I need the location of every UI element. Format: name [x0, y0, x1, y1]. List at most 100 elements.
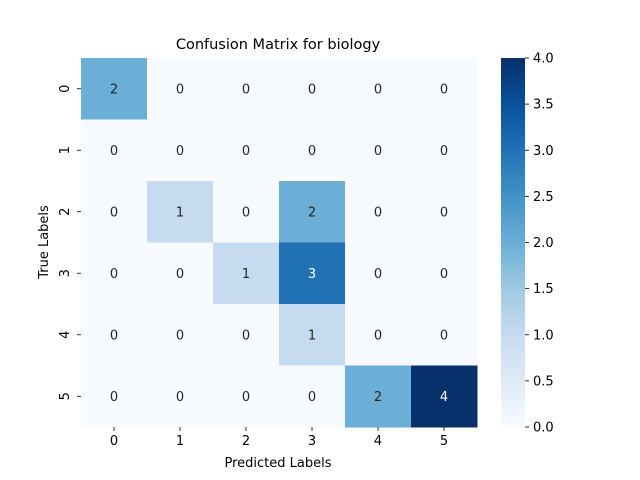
heatmap-cells [81, 58, 478, 428]
x-tick-label: 3 [308, 434, 316, 449]
colorbar-tick-label: 4.0 [533, 52, 554, 67]
cell-value-r3-c0: 0 [110, 267, 118, 282]
cell-value-r2-c4: 0 [374, 205, 382, 220]
cell-value-r4-c0: 0 [110, 328, 118, 343]
heatmap-cell-r0-c4 [345, 58, 412, 120]
x-tick-label: 4 [374, 434, 382, 449]
colorbar-ticks: 0.0 0.5 1.0 1.5 2.0 2.5 3.0 3.5 4.0 [525, 52, 554, 436]
cell-value-r4-c1: 0 [176, 328, 184, 343]
x-tick-label: 5 [440, 434, 448, 449]
colorbar [501, 58, 525, 427]
cell-value-r0-c3: 0 [308, 82, 316, 97]
colorbar-tick-label: 0.5 [533, 374, 554, 389]
heatmap-cell-r2-c3 [279, 181, 346, 243]
heatmap-cell-r4-c4 [345, 304, 412, 366]
cell-value-r2-c2: 0 [242, 205, 250, 220]
cell-value-r1-c5: 0 [440, 144, 448, 159]
colorbar-tick-label: 3.0 [533, 144, 554, 159]
cell-value-r3-c3: 3 [308, 267, 316, 282]
heatmap-cell-r4-c1 [147, 304, 214, 366]
heatmap-cell-r1-c3 [279, 119, 346, 182]
cell-value-r3-c5: 0 [440, 267, 448, 282]
heatmap-cell-r4-c5 [411, 304, 478, 366]
cell-value-r1-c2: 0 [242, 144, 250, 159]
x-axis-label: Predicted Labels [224, 456, 331, 471]
heatmap-cell-r1-c0 [81, 119, 148, 182]
x-axis-ticks: 0 1 2 3 4 5 [110, 427, 448, 449]
cell-value-r5-c0: 0 [110, 390, 118, 405]
heatmap-cell-r1-c2 [213, 119, 280, 182]
heatmap-cell-r5-c0 [81, 365, 148, 428]
colorbar-tick-label: 2.0 [533, 236, 554, 251]
heatmap-cell-r3-c5 [411, 242, 478, 305]
cell-value-r4-c4: 0 [374, 328, 382, 343]
cell-value-r1-c1: 0 [176, 144, 184, 159]
cell-value-r5-c2: 0 [242, 390, 250, 405]
heatmap-cell-r5-c5 [411, 365, 478, 428]
heatmap-cell-r0-c2 [213, 58, 280, 120]
heatmap-cell-r4-c2 [213, 304, 280, 366]
y-axis-label: True Labels [37, 205, 52, 280]
heatmap-cell-r0-c1 [147, 58, 214, 120]
heatmap-cell-r2-c1 [147, 181, 214, 243]
colorbar-tick-label: 3.5 [533, 98, 554, 113]
heatmap-cell-r0-c3 [279, 58, 346, 120]
colorbar-tick-label: 1.5 [533, 282, 554, 297]
colorbar-tick-label: 0.0 [533, 421, 554, 436]
heatmap-cell-r1-c1 [147, 119, 214, 182]
colorbar-tick-label: 1.0 [533, 328, 554, 343]
y-tick-label: 2 [58, 208, 73, 216]
heatmap-cell-r4-c3 [279, 304, 346, 366]
chart-title: Confusion Matrix for biology [176, 37, 381, 53]
x-tick-label: 2 [242, 434, 250, 449]
cell-value-r2-c5: 0 [440, 205, 448, 220]
heatmap-cell-r5-c4 [345, 365, 412, 428]
cell-value-r2-c0: 0 [110, 205, 118, 220]
cell-value-r0-c5: 0 [440, 82, 448, 97]
cell-value-r1-c4: 0 [374, 144, 382, 159]
cell-value-r0-c1: 0 [176, 82, 184, 97]
heatmap-cell-r3-c4 [345, 242, 412, 305]
heatmap-cell-r0-c0 [81, 58, 148, 120]
cell-value-r3-c2: 1 [242, 267, 250, 282]
cell-value-r0-c2: 0 [242, 82, 250, 97]
cell-value-r2-c3: 2 [308, 205, 316, 220]
cell-value-r2-c1: 1 [176, 205, 184, 220]
heatmap-cell-r5-c1 [147, 365, 214, 428]
cell-value-r0-c0: 2 [110, 82, 118, 97]
colorbar-tick-label: 2.5 [533, 190, 554, 205]
cell-value-r3-c1: 0 [176, 267, 184, 282]
cell-value-r5-c4: 2 [374, 390, 382, 405]
heatmap-cell-r2-c5 [411, 181, 478, 243]
x-tick-label: 1 [176, 434, 184, 449]
y-tick-label: 4 [58, 331, 73, 339]
heatmap-annotations: 2 0 0 0 0 0 0 0 0 0 0 0 0 1 0 2 0 0 0 0 1 3 0 0 0 0 0 1 0 0 0 0 0 0 2 4 [110, 82, 448, 405]
cell-value-r4-c5: 0 [440, 328, 448, 343]
cell-value-r4-c3: 1 [308, 328, 316, 343]
cell-value-r1-c3: 0 [308, 144, 316, 159]
cell-value-r4-c2: 0 [242, 328, 250, 343]
heatmap-cell-r3-c2 [213, 242, 280, 305]
heatmap-cell-r3-c1 [147, 242, 214, 305]
cell-value-r0-c4: 0 [374, 82, 382, 97]
y-tick-label: 1 [58, 146, 73, 154]
heatmap-cell-r2-c4 [345, 181, 412, 243]
y-tick-label: 0 [58, 85, 73, 93]
cell-value-r5-c3: 0 [308, 390, 316, 405]
cell-value-r3-c4: 0 [374, 267, 382, 282]
y-tick-label: 3 [58, 269, 73, 277]
heatmap-cell-r5-c3 [279, 365, 346, 428]
heatmap-cell-r1-c4 [345, 119, 412, 182]
heatmap-cell-r5-c2 [213, 365, 280, 428]
heatmap-cell-r3-c0 [81, 242, 148, 305]
heatmap-cell-r4-c0 [81, 304, 148, 366]
heatmap-cell-r0-c5 [411, 58, 478, 120]
heatmap-cell-r3-c3 [279, 242, 346, 305]
cell-value-r5-c5: 4 [440, 390, 448, 405]
heatmap-cell-r1-c5 [411, 119, 478, 182]
cell-value-r1-c0: 0 [110, 144, 118, 159]
y-axis-ticks: 0 1 2 3 4 5 [58, 85, 81, 400]
heatmap-cell-r2-c2 [213, 181, 280, 243]
x-tick-label: 0 [110, 434, 118, 449]
